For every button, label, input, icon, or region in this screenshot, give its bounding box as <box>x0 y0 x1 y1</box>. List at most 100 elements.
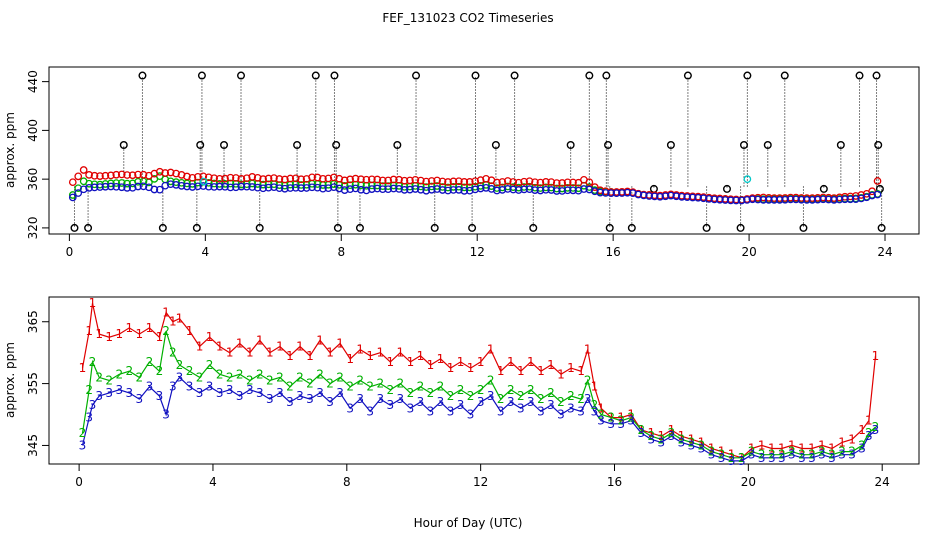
series-3-marker: 3 <box>115 383 123 397</box>
series-3-point <box>308 183 316 192</box>
series-3-point <box>759 196 768 204</box>
series-3-marker: 3 <box>105 386 113 400</box>
series-1-marker: 1 <box>216 339 224 353</box>
top-plot-frame <box>48 66 920 235</box>
series-1-point <box>313 173 322 182</box>
series-3-marker: 3 <box>79 438 87 452</box>
series-3-point <box>672 192 681 201</box>
series-3-marker: 3 <box>366 404 374 418</box>
series-3-point <box>139 182 148 191</box>
series-2-point <box>433 182 441 190</box>
series-3-marker: 3 <box>146 380 154 394</box>
spike-point <box>412 71 421 80</box>
series-3-marker: 3 <box>591 404 599 418</box>
series-1-point <box>172 169 180 178</box>
series-1-marker: 1 <box>246 346 254 360</box>
series-1-marker: 1 <box>326 346 334 360</box>
series-1-point <box>552 179 561 187</box>
series-3-point <box>536 186 545 195</box>
series-3-marker: 3 <box>467 408 475 422</box>
series-1-point <box>503 177 512 185</box>
series-2-marker: 2 <box>169 346 177 360</box>
series-3-marker: 3 <box>437 395 445 409</box>
series-3-marker: 3 <box>306 392 314 406</box>
series-1-marker: 1 <box>105 330 113 344</box>
series-3-point <box>373 184 382 193</box>
series-3-point <box>819 195 828 204</box>
series-2-marker: 2 <box>658 432 666 446</box>
series-1-marker: 1 <box>577 364 585 378</box>
series-1-point <box>319 174 327 183</box>
series-3-marker: 3 <box>286 395 294 409</box>
series-3-point <box>128 183 137 192</box>
series-1-point <box>498 178 507 186</box>
series-2-point <box>74 184 83 193</box>
series-3-point <box>161 181 170 190</box>
series-3-point <box>368 185 376 193</box>
series-2-marker: 2 <box>607 411 615 425</box>
series-1-marker: 1 <box>698 435 706 449</box>
series-2-marker: 2 <box>591 398 599 412</box>
series-2-marker: 2 <box>477 383 485 397</box>
top-x-tick-label: 12 <box>470 245 485 259</box>
series-3-point <box>96 183 104 191</box>
series-2-marker: 2 <box>286 380 294 394</box>
series-1-point <box>139 170 148 179</box>
series-3-point <box>188 183 197 191</box>
series-1-point <box>155 167 164 176</box>
series-3-point <box>117 183 126 192</box>
series-3-point <box>406 185 414 194</box>
series-2-marker: 2 <box>647 429 655 443</box>
series-3-marker: 3 <box>266 392 274 406</box>
series-3-point <box>177 182 186 190</box>
series-3-point <box>455 186 463 194</box>
series-1-point <box>400 176 409 185</box>
series-1-marker: 1 <box>427 358 435 372</box>
series-3-marker: 3 <box>637 426 645 440</box>
series-3-point <box>68 193 77 202</box>
series-3-point <box>596 188 605 197</box>
series-3-point <box>400 186 409 194</box>
series-3-point <box>340 186 349 194</box>
series-1-marker: 1 <box>85 324 93 338</box>
series-3-point <box>569 186 577 195</box>
series-1-point <box>438 177 447 186</box>
series-3-point <box>667 191 675 200</box>
series-1-point <box>476 176 485 185</box>
series-2-marker: 2 <box>162 324 170 338</box>
series-2-marker: 2 <box>296 370 304 384</box>
series-2-marker: 2 <box>407 386 415 400</box>
series-3-point <box>781 195 789 204</box>
series-2-marker: 2 <box>537 392 545 406</box>
series-2-marker: 2 <box>156 364 164 378</box>
series-1-point <box>161 169 170 177</box>
series-3-point <box>525 185 534 193</box>
series-2-marker: 2 <box>437 380 445 394</box>
spike-point <box>330 71 339 80</box>
series-3-point <box>270 183 278 192</box>
series-1-point <box>117 170 126 179</box>
series-3-point <box>232 183 240 192</box>
series-2-marker: 2 <box>698 438 706 452</box>
series-3-point <box>226 183 235 192</box>
spike-point <box>138 71 147 80</box>
series-1-point <box>536 178 545 187</box>
series-1-point <box>297 175 306 184</box>
series-3-point <box>411 185 420 193</box>
series-1-marker: 1 <box>584 343 592 357</box>
series-1-marker: 1 <box>808 442 816 456</box>
series-3-point <box>79 185 88 194</box>
series-3-point <box>378 185 387 194</box>
series-1-marker: 1 <box>296 339 304 353</box>
series-3-point <box>275 184 284 193</box>
series-1-point <box>395 175 403 184</box>
series-1-point <box>232 174 240 182</box>
series-1-point <box>520 177 528 186</box>
series-1-marker: 1 <box>376 346 384 360</box>
series-2-marker: 2 <box>668 426 676 440</box>
series-3-marker: 3 <box>658 435 666 449</box>
series-2-marker: 2 <box>366 380 374 394</box>
series-1-point <box>68 178 77 187</box>
